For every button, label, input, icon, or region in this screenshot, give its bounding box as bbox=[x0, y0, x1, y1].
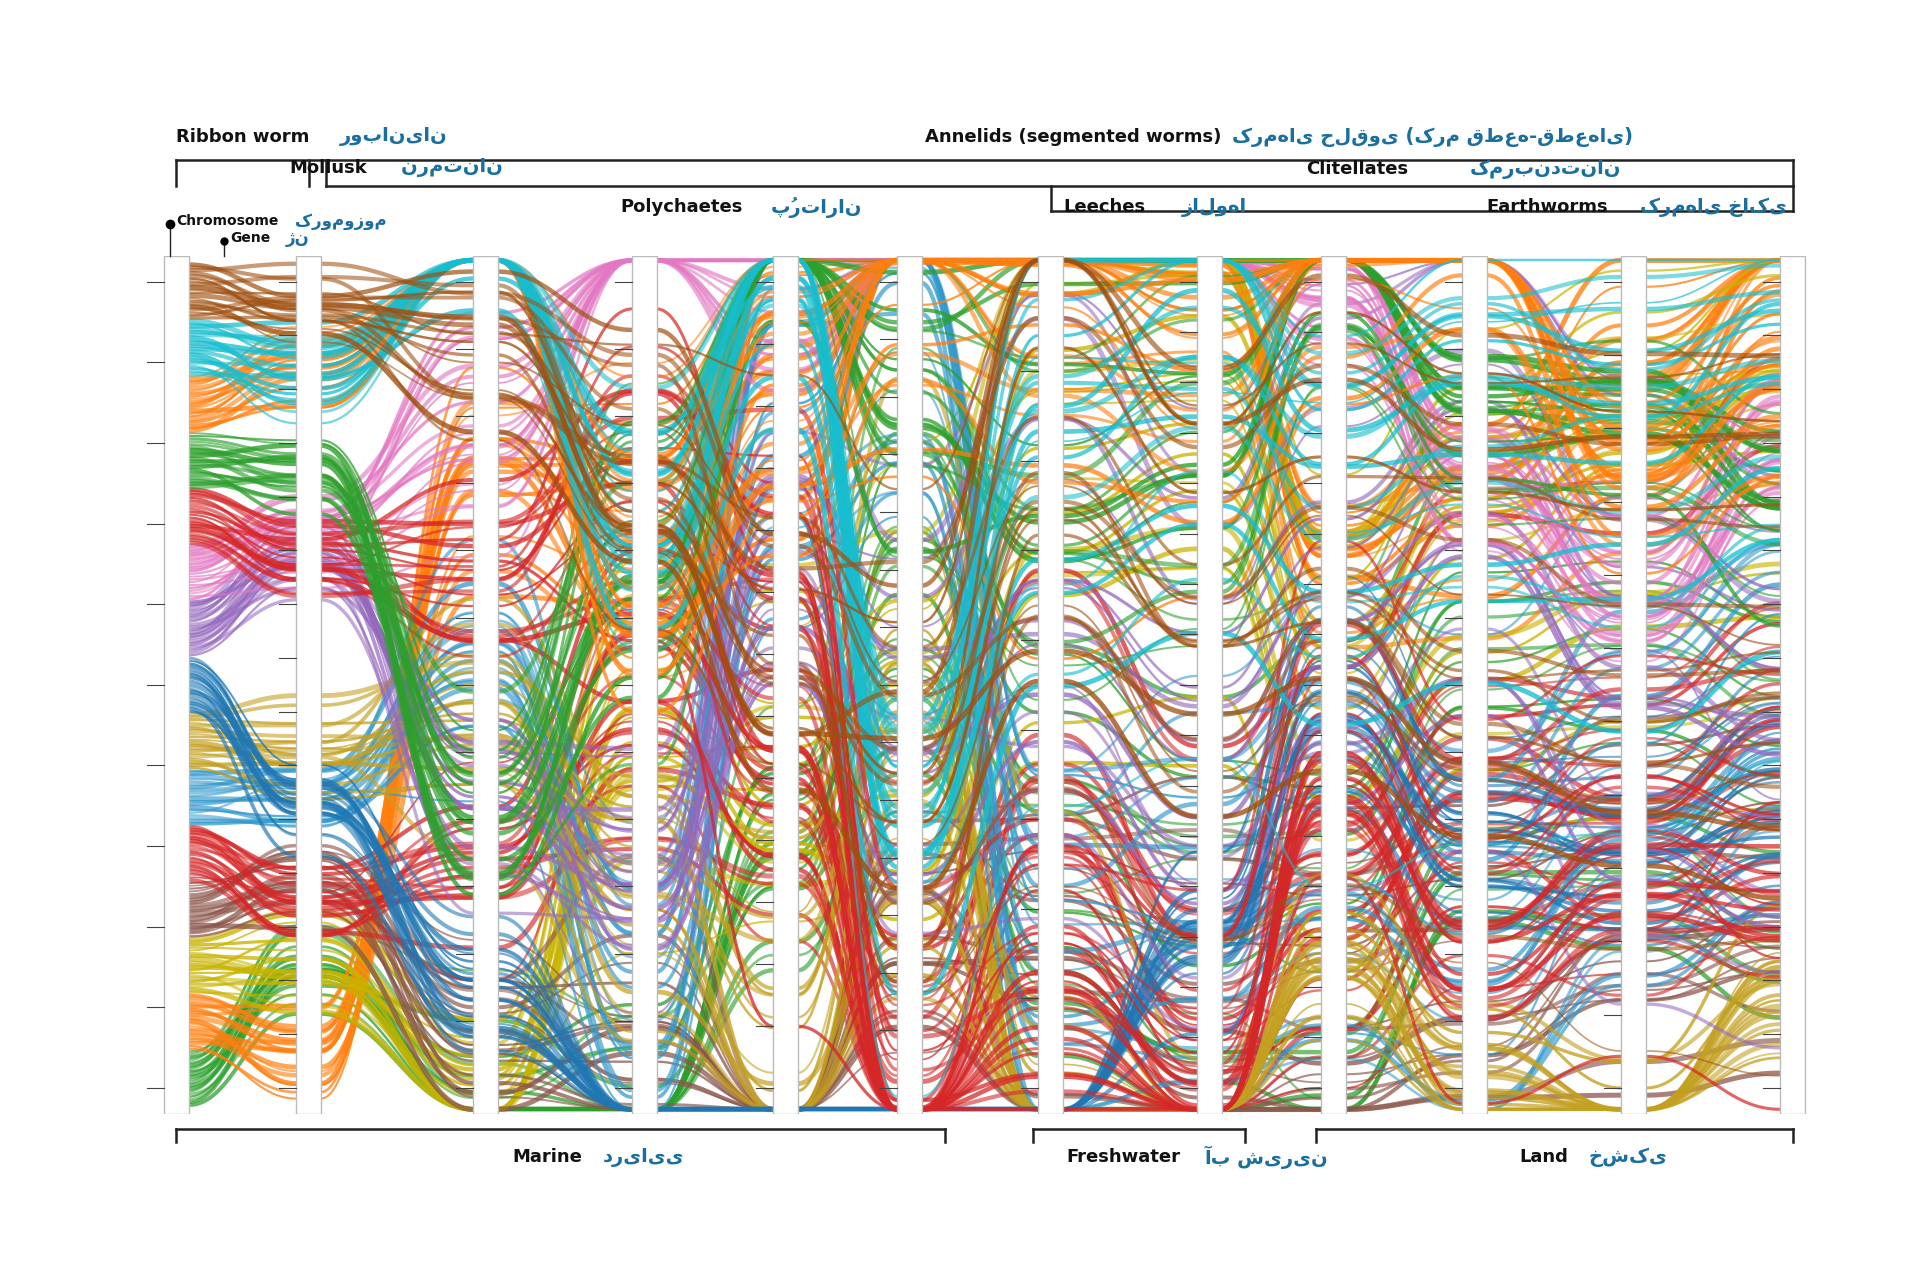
Text: Mollusk: Mollusk bbox=[290, 159, 367, 177]
Bar bbox=[163, 256, 188, 1114]
Bar bbox=[472, 256, 497, 1114]
Bar bbox=[632, 256, 657, 1114]
Text: Clitellates: Clitellates bbox=[1306, 160, 1409, 178]
Text: پُرتاران: پُرتاران bbox=[770, 197, 862, 218]
Text: زالوها: زالوها bbox=[1183, 198, 1248, 216]
Text: کرم‌های حلقوی (کرم قطعه-قطعه‌ای): کرم‌های حلقوی (کرم قطعه-قطعه‌ای) bbox=[1233, 127, 1634, 147]
Bar bbox=[1039, 256, 1064, 1114]
Bar bbox=[774, 256, 799, 1114]
Text: کمربندتنان: کمربندتنان bbox=[1469, 159, 1620, 179]
Text: Marine: Marine bbox=[513, 1148, 582, 1166]
Text: کروموزوم: کروموزوم bbox=[296, 212, 388, 230]
Bar bbox=[1198, 256, 1221, 1114]
Text: دریایی: دریایی bbox=[603, 1148, 684, 1166]
Text: روبانیان: روبانیان bbox=[340, 128, 447, 146]
Text: Ribbon worm: Ribbon worm bbox=[177, 128, 309, 146]
Text: نرم‌تنان: نرم‌تنان bbox=[401, 159, 503, 177]
Bar bbox=[1780, 256, 1805, 1114]
Text: Polychaetes: Polychaetes bbox=[620, 198, 743, 216]
Text: خشکی: خشکی bbox=[1588, 1147, 1667, 1167]
Text: Land: Land bbox=[1519, 1148, 1569, 1166]
Bar bbox=[1321, 256, 1346, 1114]
Text: کرم‌های خاکی: کرم‌های خاکی bbox=[1640, 197, 1786, 218]
Text: Annelids (segmented worms): Annelids (segmented worms) bbox=[925, 128, 1221, 146]
Text: Chromosome: Chromosome bbox=[177, 215, 278, 228]
Text: Leeches: Leeches bbox=[1064, 198, 1144, 216]
Bar bbox=[1620, 256, 1645, 1114]
Bar bbox=[897, 256, 922, 1114]
Text: ژن: ژن bbox=[286, 229, 309, 247]
Text: آب شیرین: آب شیرین bbox=[1204, 1146, 1329, 1169]
Text: Earthworms: Earthworms bbox=[1486, 198, 1607, 216]
Text: Gene: Gene bbox=[230, 232, 271, 244]
Bar bbox=[296, 256, 321, 1114]
Text: Freshwater: Freshwater bbox=[1066, 1148, 1181, 1166]
Bar bbox=[1463, 256, 1486, 1114]
